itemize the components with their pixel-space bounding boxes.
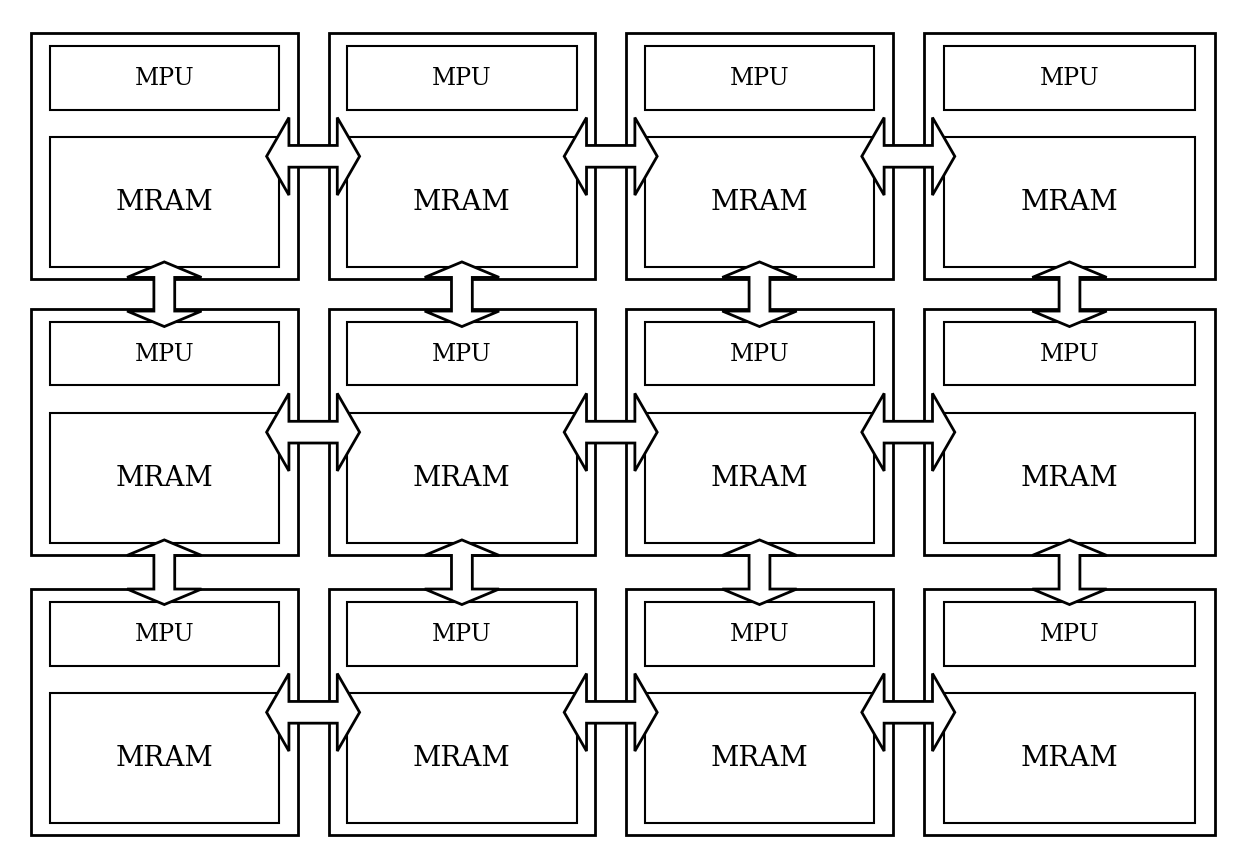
Bar	[329, 590, 595, 835]
Text: MPU: MPU	[1039, 343, 1100, 366]
Text: MPU: MPU	[134, 623, 195, 646]
Text: MPU: MPU	[729, 343, 790, 366]
Text: MPU: MPU	[134, 343, 195, 366]
Bar	[645, 138, 874, 268]
Bar	[50, 322, 279, 386]
Polygon shape	[267, 394, 360, 472]
Bar	[626, 590, 893, 835]
Text: MRAM: MRAM	[711, 189, 808, 216]
Polygon shape	[722, 263, 797, 327]
Text: MRAM: MRAM	[1021, 745, 1118, 771]
Polygon shape	[862, 394, 955, 472]
Bar	[645, 693, 874, 823]
Bar	[50, 693, 279, 823]
Polygon shape	[1032, 263, 1107, 327]
Bar	[347, 322, 577, 386]
Bar	[347, 693, 577, 823]
Text: MPU: MPU	[729, 623, 790, 646]
Bar	[347, 138, 577, 268]
Bar	[329, 34, 595, 280]
Bar	[944, 322, 1195, 386]
Bar	[924, 310, 1215, 555]
Bar	[944, 413, 1195, 543]
Bar	[31, 310, 298, 555]
Text: MRAM: MRAM	[115, 189, 213, 216]
Bar	[31, 590, 298, 835]
Text: MRAM: MRAM	[711, 465, 808, 492]
Text: MPU: MPU	[134, 67, 195, 90]
Polygon shape	[128, 263, 201, 327]
Bar	[347, 413, 577, 543]
Bar	[944, 46, 1195, 110]
Bar	[944, 138, 1195, 268]
Polygon shape	[267, 119, 360, 196]
Polygon shape	[1032, 541, 1107, 604]
Text: MRAM: MRAM	[711, 745, 808, 771]
Text: MRAM: MRAM	[413, 745, 511, 771]
Bar	[626, 34, 893, 280]
Text: MPU: MPU	[432, 623, 492, 646]
Bar	[50, 46, 279, 110]
Bar	[645, 46, 874, 110]
Bar	[645, 602, 874, 666]
Bar	[31, 34, 298, 280]
Bar	[50, 138, 279, 268]
Text: MPU: MPU	[1039, 67, 1100, 90]
Text: MPU: MPU	[729, 67, 790, 90]
Bar	[347, 602, 577, 666]
Polygon shape	[267, 674, 360, 751]
Text: MPU: MPU	[432, 67, 492, 90]
Bar	[626, 310, 893, 555]
Polygon shape	[862, 674, 955, 751]
Polygon shape	[564, 394, 657, 472]
Bar	[50, 602, 279, 666]
Polygon shape	[128, 541, 201, 604]
Bar	[944, 602, 1195, 666]
Bar	[329, 310, 595, 555]
Polygon shape	[424, 263, 498, 327]
Bar	[944, 693, 1195, 823]
Text: MRAM: MRAM	[115, 745, 213, 771]
Text: MRAM: MRAM	[413, 465, 511, 492]
Bar	[645, 322, 874, 386]
Text: MRAM: MRAM	[413, 189, 511, 216]
Polygon shape	[564, 119, 657, 196]
Polygon shape	[722, 541, 797, 604]
Text: MPU: MPU	[1039, 623, 1100, 646]
Text: MRAM: MRAM	[115, 465, 213, 492]
Polygon shape	[862, 119, 955, 196]
Text: MRAM: MRAM	[1021, 189, 1118, 216]
Bar	[645, 413, 874, 543]
Bar	[924, 34, 1215, 280]
Bar	[50, 413, 279, 543]
Text: MRAM: MRAM	[1021, 465, 1118, 492]
Polygon shape	[564, 674, 657, 751]
Bar	[924, 590, 1215, 835]
Polygon shape	[424, 541, 498, 604]
Bar	[347, 46, 577, 110]
Text: MPU: MPU	[432, 343, 492, 366]
